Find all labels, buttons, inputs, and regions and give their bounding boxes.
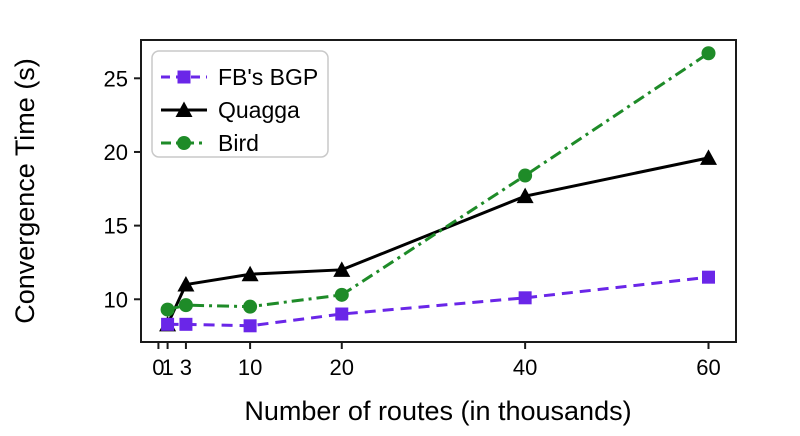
x-tick-label: 40 xyxy=(513,355,537,380)
data-point-triangle-marker xyxy=(516,187,534,204)
y-tick-label: 20 xyxy=(104,140,128,165)
x-tick-label: 0 xyxy=(152,355,164,380)
data-point-circle-marker xyxy=(334,287,349,302)
series-line-1 xyxy=(166,156,709,325)
data-point-triangle-marker xyxy=(333,261,351,277)
x-tick-label: 60 xyxy=(696,355,720,380)
legend-item-label: Quagga xyxy=(218,97,300,123)
legend-triangle-marker xyxy=(175,101,193,117)
series-line-2 xyxy=(167,52,710,312)
data-point-triangle-marker xyxy=(177,276,195,292)
data-point-circle-marker xyxy=(243,299,258,314)
plot-area: 01 3 10 20 40 60 10 15 20 25 FB's BGP Quagga Bird xyxy=(104,39,737,380)
data-point-square-marker xyxy=(243,319,257,333)
y-tick-label: 10 xyxy=(104,287,128,312)
data-point-square-marker xyxy=(335,307,349,321)
legend-circle-marker xyxy=(177,136,191,150)
series-line-0 xyxy=(167,275,709,328)
y-tick-label: 25 xyxy=(104,66,128,91)
data-point-square-marker xyxy=(518,291,532,305)
y-axis-label: Convergence Time (s) xyxy=(10,58,40,324)
legend-item-label: FB's BGP xyxy=(218,64,318,90)
x-tick-label: 10 xyxy=(238,355,262,380)
plot-border xyxy=(140,39,737,343)
data-point-square-marker xyxy=(701,270,715,284)
data-point-square-marker xyxy=(161,317,175,331)
data-point-circle-marker xyxy=(518,168,533,183)
data-point-circle-marker xyxy=(160,302,175,317)
legend-item-label: Bird xyxy=(218,130,259,156)
data-point-circle-marker xyxy=(178,298,193,313)
x-axis-label: Number of routes (in thousands) xyxy=(244,396,631,426)
data-point-triangle-marker xyxy=(241,265,259,282)
data-point-square-marker xyxy=(179,317,193,331)
data-point-triangle-marker xyxy=(699,149,717,165)
x-tick-label: 20 xyxy=(330,355,354,380)
y-tick-label: 15 xyxy=(104,214,128,239)
x-tick-label: 3 xyxy=(180,355,192,380)
data-point-circle-marker xyxy=(701,46,716,61)
x-tick-label: 1 xyxy=(161,355,173,380)
legend-square-marker xyxy=(177,70,191,84)
